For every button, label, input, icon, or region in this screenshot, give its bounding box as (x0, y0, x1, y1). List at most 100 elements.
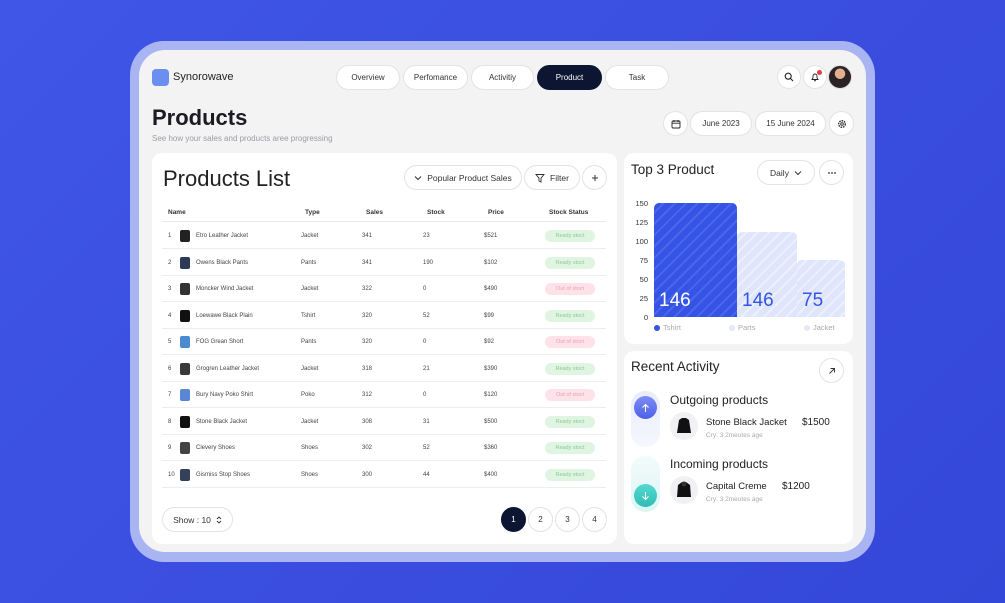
table-row[interactable]: 3 Moncker Wind Jacket Jacket 322 0 $490 Out of… (162, 276, 606, 302)
filter-button[interactable]: Filter (524, 165, 580, 190)
product-price: $360 (484, 445, 498, 451)
search-button[interactable] (777, 65, 801, 89)
column-header-type[interactable]: Type (305, 209, 320, 216)
bar-parts[interactable] (737, 231, 797, 317)
product-name: Loewawe Black Plain (196, 312, 253, 319)
filter-icon (535, 173, 545, 183)
product-name: Etro Leather Jacket (196, 233, 249, 239)
show-label: Show : 10 (173, 514, 211, 525)
y-tick-label: 0 (643, 313, 648, 322)
dropdown-label: Popular Product Sales (427, 172, 512, 183)
y-tick-label: 25 (639, 294, 648, 303)
outgoing-product-name: Stone Black Jacket (706, 417, 787, 428)
bar-value-label: 75 (802, 290, 824, 311)
outgoing-product-price: $1500 (802, 417, 830, 428)
filter-label: Filter (550, 172, 569, 183)
table-row[interactable]: 1 Etro Leather Jacket Jacket 341 23 $521 Ready… (162, 223, 606, 249)
product-name: FOG Grean Short (196, 339, 244, 345)
header-divider (162, 221, 606, 222)
page-button-2[interactable]: 2 (528, 507, 553, 532)
legend-item: Jacket (804, 323, 835, 332)
product-sales: 320 (362, 339, 373, 345)
rows-per-page-select[interactable]: Show : 10 (162, 507, 233, 532)
products-list-title: Products List (163, 166, 291, 191)
row-number: 4 (168, 312, 172, 319)
product-stock: 0 (423, 339, 427, 345)
tab-activity[interactable]: Activitiy (471, 65, 534, 90)
settings-button[interactable] (829, 111, 854, 136)
logo-icon (152, 69, 169, 86)
row-number: 2 (168, 259, 172, 266)
product-name: Bury Navy Poko Shirt (196, 392, 254, 398)
product-type: Jacket (301, 365, 319, 372)
y-tick-label: 150 (635, 199, 648, 208)
row-number: 9 (168, 445, 172, 451)
incoming-product-image (670, 476, 698, 504)
product-type: Pants (301, 339, 317, 345)
row-number: 3 (168, 286, 172, 292)
chevron-down-icon (414, 175, 422, 180)
recent-activity-card: Recent Activity Outgoing products Stone … (624, 351, 853, 544)
legend-dot (654, 324, 660, 331)
column-header-status[interactable]: Stock Status (549, 209, 589, 216)
outgoing-product-image (670, 412, 698, 440)
table-row[interactable]: 2 Owens Black Pants Pants 341 190 $102 Ready s… (162, 250, 606, 276)
table-row[interactable]: 9 Clevery Shoes Shoes 302 52 $360 Ready stoct (162, 435, 606, 461)
period-select[interactable]: Daily (757, 160, 815, 185)
column-header-name[interactable]: Name (168, 209, 186, 216)
status-badge: Ready stoct (545, 442, 595, 454)
row-number: 6 (168, 365, 172, 372)
outgoing-time: Cry: 3 2meutes age (706, 432, 763, 439)
bell-icon (811, 73, 819, 82)
product-price: $120 (484, 392, 498, 398)
more-options-button[interactable] (819, 160, 844, 185)
product-thumbnail (180, 309, 190, 322)
plus-icon (591, 174, 598, 181)
page-button-4[interactable]: 4 (582, 507, 607, 532)
table-row[interactable]: 8 Stone Black Jacket Jacket 308 31 $500 Ready … (162, 409, 606, 435)
status-badge: Ready stoct (545, 468, 595, 481)
table-row[interactable]: 5 FOG Grean Short Pants 320 0 $92 Out of stoct (162, 329, 606, 355)
chevron-down-icon (794, 170, 802, 175)
calendar-button[interactable] (663, 111, 688, 136)
product-thumbnail (180, 468, 190, 481)
product-type: Tshirt (301, 312, 316, 319)
product-thumbnail (180, 230, 190, 242)
table-row[interactable]: 7 Bury Navy Poko Shirt Poko 312 0 $120 Out of … (162, 382, 606, 408)
notification-button[interactable] (803, 65, 827, 89)
product-type: Shoes (301, 471, 319, 478)
column-header-sales[interactable]: Sales (366, 209, 383, 216)
page-button-3[interactable]: 3 (555, 507, 580, 532)
legend-label: Parts (738, 323, 756, 332)
start-date[interactable]: June 2023 (690, 111, 752, 136)
product-stock: 52 (423, 312, 430, 319)
status-badge: Ready stoct (545, 415, 595, 428)
tab-performance[interactable]: Perfomance (403, 65, 468, 90)
bar-jacket[interactable] (797, 260, 845, 317)
table-row[interactable]: 4 Loewawe Black Plain Tshirt 320 52 $99 Ready … (162, 303, 606, 329)
bar-tshirt[interactable] (654, 203, 737, 317)
legend-item: Parts (729, 323, 756, 332)
popular-sales-dropdown[interactable]: Popular Product Sales (404, 165, 522, 190)
page-button-1[interactable]: 1 (501, 507, 526, 532)
tab-task[interactable]: Task (605, 65, 669, 90)
product-name: Stone Black Jacket (196, 418, 248, 425)
status-badge: Ready stoct (545, 362, 595, 375)
column-header-price[interactable]: Price (488, 209, 504, 216)
product-thumbnail (180, 256, 190, 269)
end-date[interactable]: 15 June 2024 (755, 111, 826, 136)
product-thumbnail (180, 283, 190, 295)
avatar[interactable] (828, 65, 852, 89)
table-row[interactable]: 6 Grogren Leather Jacket Jacket 318 21 $390 Re… (162, 356, 606, 382)
open-activity-button[interactable] (819, 358, 844, 383)
tab-overview[interactable]: Overview (336, 65, 400, 90)
product-name: Owens Black Pants (196, 259, 249, 266)
add-button[interactable] (582, 165, 607, 190)
status-badge: Ready stoct (545, 230, 595, 242)
tab-product[interactable]: Product (537, 65, 602, 90)
table-row[interactable]: 10 Gismiss Stop Shoes Shoes 300 44 $400 Ready … (162, 462, 606, 488)
status-badge: Out of stoct (545, 336, 595, 348)
product-sales: 320 (362, 312, 373, 319)
product-sales: 308 (362, 418, 373, 425)
column-header-stock[interactable]: Stock (427, 209, 445, 216)
